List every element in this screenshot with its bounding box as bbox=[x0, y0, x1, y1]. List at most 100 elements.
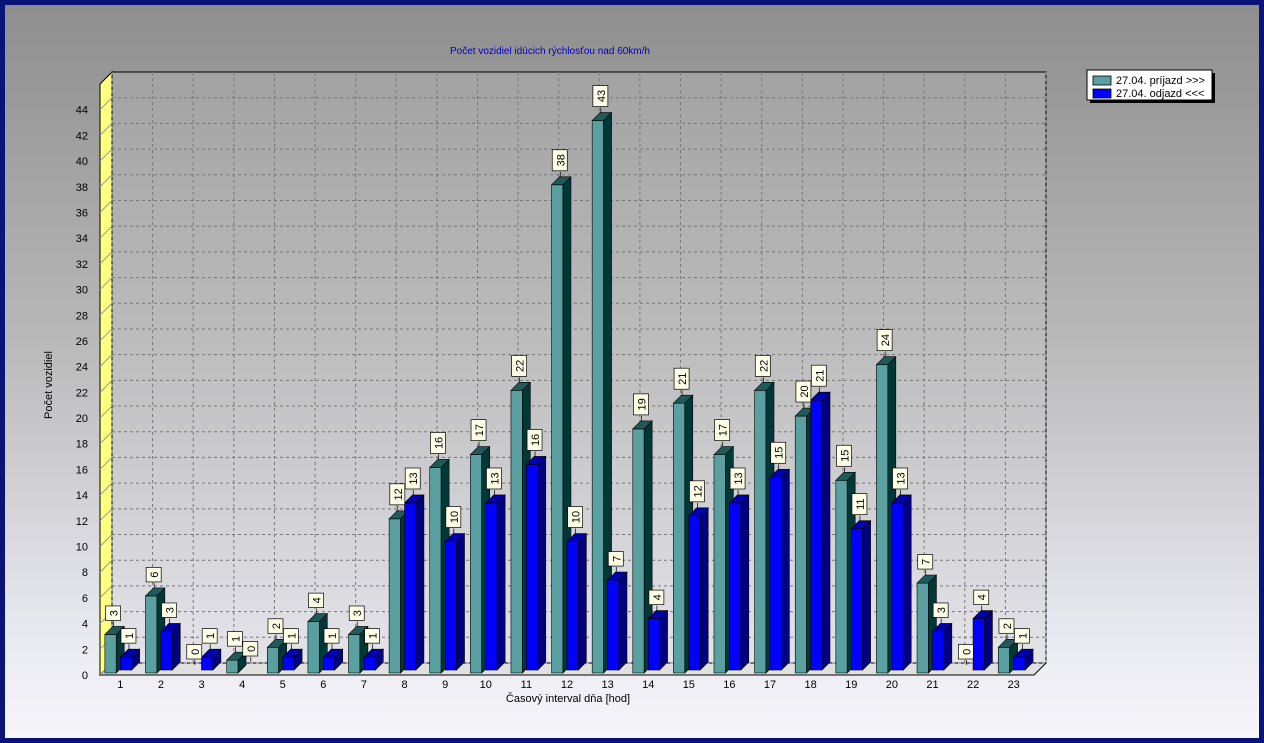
bar-top bbox=[769, 468, 791, 478]
gridline-side bbox=[99, 379, 113, 393]
bar-top bbox=[444, 533, 466, 542]
data-label-text: 12 bbox=[393, 488, 405, 500]
data-label: 15 bbox=[770, 441, 787, 470]
bar-side bbox=[862, 519, 871, 671]
bar-top bbox=[713, 446, 735, 455]
data-label-box bbox=[323, 628, 340, 644]
gridline-side bbox=[99, 534, 113, 547]
data-label: 19 bbox=[633, 393, 649, 421]
data-label: 1 bbox=[201, 628, 218, 650]
bar-front bbox=[388, 518, 401, 674]
data-label: 3 bbox=[161, 602, 177, 624]
bar bbox=[606, 571, 628, 671]
data-label-box bbox=[892, 467, 908, 490]
data-label: 0 bbox=[186, 644, 203, 665]
bar-front bbox=[916, 582, 929, 674]
data-label-text: 13 bbox=[733, 472, 745, 484]
data-label-text: 43 bbox=[596, 90, 608, 102]
gridline-side bbox=[99, 174, 113, 188]
gridline-side bbox=[99, 200, 113, 213]
bar-front bbox=[551, 184, 564, 674]
data-label-box bbox=[714, 419, 731, 441]
y-tick-label: 44 bbox=[76, 105, 88, 117]
data-label: 12 bbox=[689, 480, 705, 508]
data-label-box bbox=[201, 628, 218, 644]
data-label: 13 bbox=[486, 467, 502, 495]
bar-top bbox=[809, 391, 831, 401]
bar-top bbox=[632, 420, 653, 430]
data-label-text: 15 bbox=[840, 450, 852, 462]
x-axis-title: Časový interval dňa [hod] bbox=[506, 692, 630, 705]
gridline-side bbox=[99, 508, 113, 522]
data-label: 22 bbox=[511, 354, 527, 383]
y-tick-label: 28 bbox=[76, 310, 88, 322]
bar-side bbox=[821, 391, 831, 671]
data-label: 10 bbox=[567, 506, 584, 534]
data-label: 43 bbox=[592, 85, 609, 113]
data-label-text: 16 bbox=[433, 437, 445, 449]
data-label-box bbox=[267, 618, 284, 634]
y-tick-label: 10 bbox=[76, 542, 88, 554]
data-label-text: 3 bbox=[109, 610, 121, 616]
data-label-text: 10 bbox=[571, 511, 583, 523]
data-label-text: 1 bbox=[205, 633, 217, 639]
data-label: 11 bbox=[851, 493, 868, 521]
data-label: 4 bbox=[648, 589, 665, 611]
data-label-box bbox=[876, 329, 893, 352]
data-label-box bbox=[308, 592, 324, 608]
data-label-box bbox=[607, 551, 624, 567]
data-label-box bbox=[689, 480, 705, 503]
y-tick-label: 34 bbox=[76, 233, 88, 245]
bar-front bbox=[673, 402, 686, 674]
data-label-box bbox=[364, 628, 380, 644]
data-label-box bbox=[486, 467, 502, 490]
bar-front bbox=[404, 502, 417, 671]
data-label: 21 bbox=[810, 364, 827, 393]
data-label-text: 1 bbox=[230, 636, 242, 642]
data-label: 0 bbox=[957, 644, 974, 665]
data-label-box bbox=[810, 364, 827, 387]
data-label: 17 bbox=[714, 419, 731, 447]
bar-front bbox=[444, 541, 457, 671]
data-label-box bbox=[389, 483, 406, 506]
y-tick-label: 38 bbox=[76, 182, 88, 194]
data-label-box bbox=[283, 628, 299, 644]
x-tick-label: 5 bbox=[280, 679, 286, 691]
bar-top bbox=[307, 613, 329, 622]
x-tick-label: 22 bbox=[967, 679, 979, 691]
bar bbox=[972, 609, 994, 671]
gridline-side bbox=[99, 148, 113, 162]
data-label: 4 bbox=[973, 589, 990, 611]
data-label: 22 bbox=[754, 354, 771, 383]
data-label: 13 bbox=[729, 467, 746, 495]
data-label: 16 bbox=[430, 432, 446, 460]
gridline-side bbox=[99, 457, 113, 470]
bar-top bbox=[104, 626, 125, 635]
data-label-text: 21 bbox=[814, 370, 826, 382]
data-label-box bbox=[470, 419, 487, 441]
data-label-text: 4 bbox=[312, 597, 324, 603]
data-label-text: 10 bbox=[449, 511, 461, 523]
y-tick-label: 6 bbox=[82, 593, 88, 605]
data-label-box bbox=[567, 506, 584, 528]
bar-front bbox=[754, 390, 767, 674]
bar-front bbox=[794, 415, 807, 674]
x-tick-label: 9 bbox=[442, 679, 448, 691]
bar-top bbox=[525, 456, 547, 465]
bar-front bbox=[810, 399, 823, 671]
data-label: 2 bbox=[267, 618, 284, 640]
y-tick-label: 26 bbox=[76, 336, 88, 348]
bar bbox=[160, 622, 181, 671]
x-tick-label: 2 bbox=[158, 679, 164, 691]
bar-front bbox=[997, 647, 1010, 674]
data-label-box bbox=[795, 380, 812, 403]
data-label-text: 1 bbox=[286, 633, 298, 639]
x-tick-label: 14 bbox=[642, 679, 654, 691]
bar bbox=[1012, 648, 1034, 671]
x-tick-label: 20 bbox=[886, 679, 898, 691]
y-tick-label: 18 bbox=[76, 439, 88, 451]
data-label-text: 16 bbox=[530, 434, 542, 446]
data-label-text: 13 bbox=[408, 472, 420, 484]
data-label-text: 4 bbox=[652, 594, 664, 600]
bar-front bbox=[510, 390, 523, 674]
